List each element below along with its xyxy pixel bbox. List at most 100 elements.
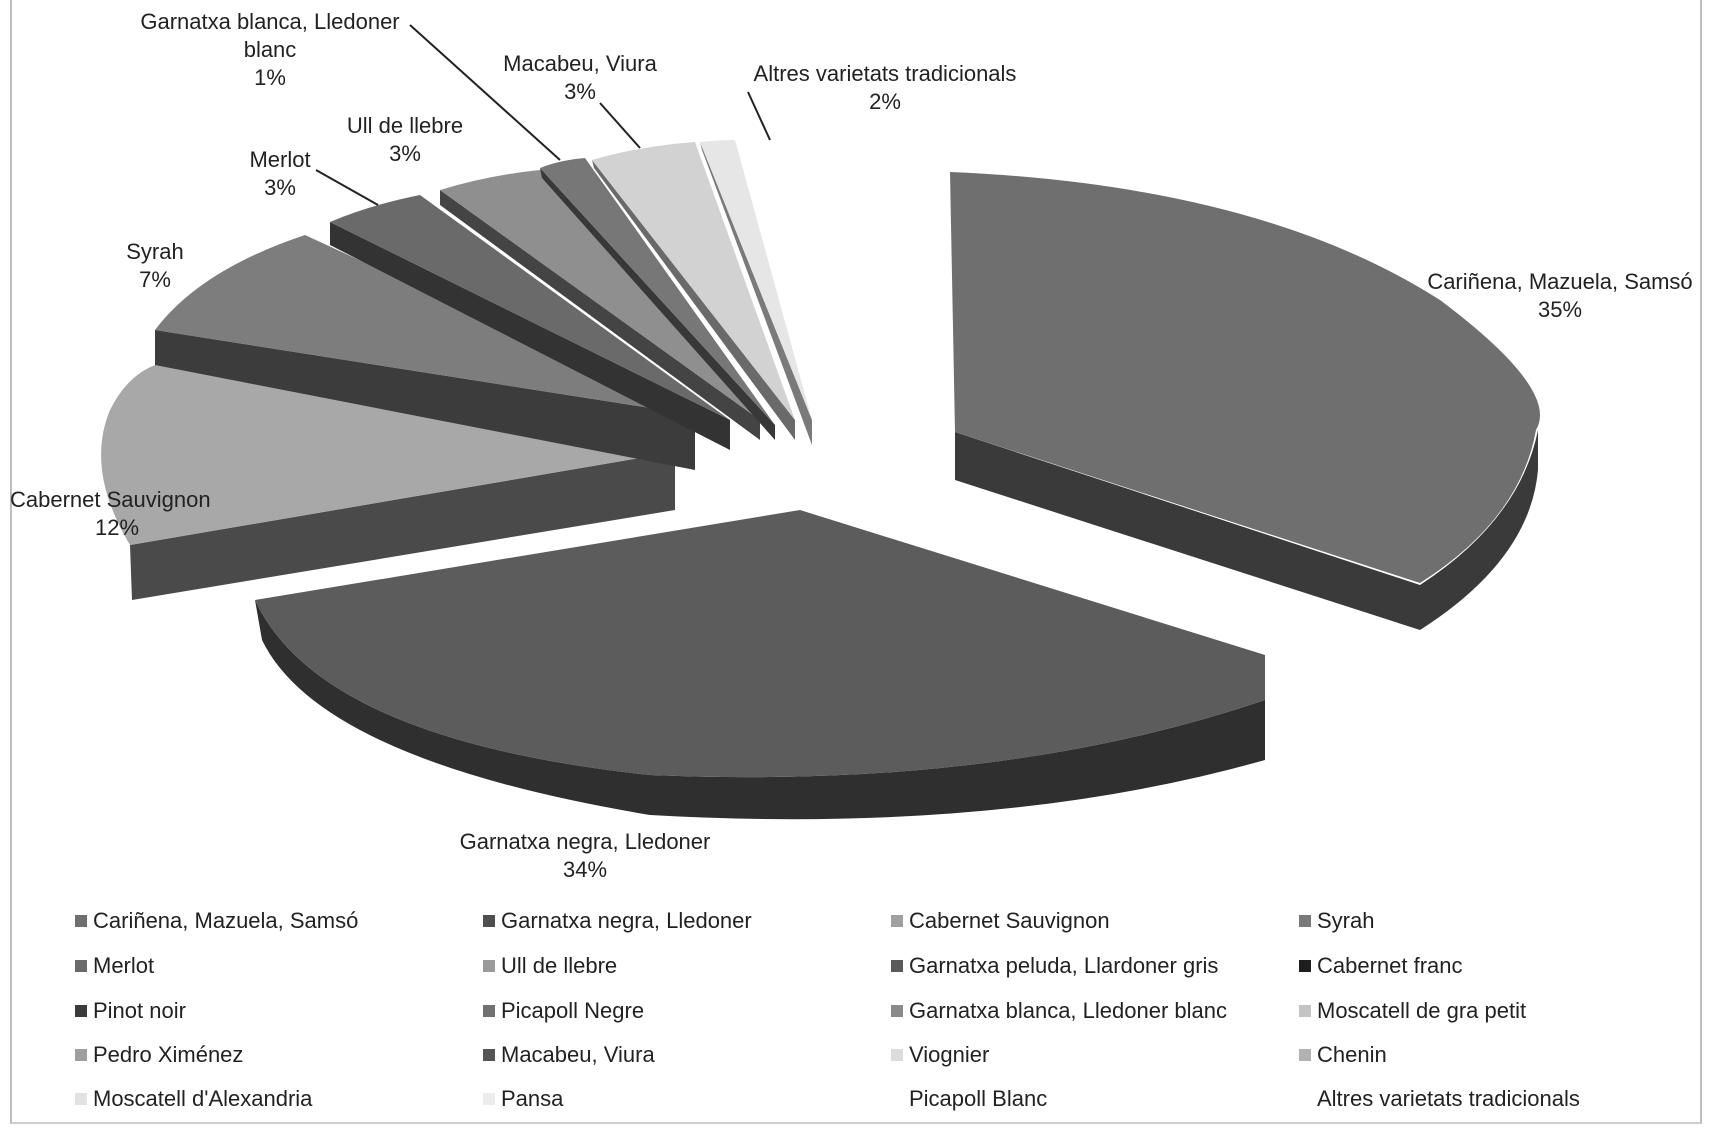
legend-label: Ull de llebre bbox=[501, 953, 618, 978]
label-syrah-name: Syrah bbox=[126, 239, 184, 264]
legend-swatch bbox=[483, 960, 495, 972]
leader-line-altres bbox=[747, 91, 771, 141]
slice-carinena-side bbox=[955, 430, 1538, 630]
legend-label: Merlot bbox=[93, 953, 155, 978]
legend-swatch bbox=[1299, 915, 1311, 927]
legend-item: Pansa bbox=[483, 1086, 563, 1112]
slice-garnatxa-blanca bbox=[540, 158, 775, 440]
slice-macabeu bbox=[592, 142, 795, 440]
slice-ull-de-llebre-top bbox=[440, 170, 760, 420]
label-altres-pct: 2% bbox=[869, 89, 901, 114]
label-carinena: Cariñena, Mazuela, Samsó 35% bbox=[1420, 268, 1700, 324]
legend-label: Cabernet Sauvignon bbox=[909, 908, 1110, 933]
legend-swatch bbox=[891, 1049, 903, 1061]
legend-swatch bbox=[891, 1093, 903, 1105]
legend-swatch bbox=[483, 915, 495, 927]
slice-cabernet-sauvignon-side bbox=[130, 452, 675, 600]
legend-swatch bbox=[75, 960, 87, 972]
label-cabernet-sauvignon-name: Cabernet Sauvignon bbox=[10, 487, 211, 512]
slice-macabeu-top bbox=[592, 142, 795, 420]
label-syrah-pct: 7% bbox=[139, 267, 171, 292]
legend-label: Pansa bbox=[501, 1086, 564, 1111]
legend-swatch bbox=[1299, 1093, 1311, 1105]
label-carinena-pct: 35% bbox=[1537, 297, 1583, 322]
label-garnatxa-blanca-pct: 1% bbox=[254, 65, 286, 90]
label-syrah: Syrah 7% bbox=[110, 238, 200, 294]
label-carinena-name: Cariñena, Mazuela, Samsó bbox=[1427, 269, 1693, 294]
legend-item: Chenin bbox=[1299, 1042, 1387, 1068]
slice-garnatxa-negra-top bbox=[255, 510, 1265, 778]
label-cabernet-sauvignon: Cabernet Sauvignon 12% bbox=[10, 486, 220, 542]
label-cabernet-sauvignon-pct: 12% bbox=[95, 515, 140, 540]
label-merlot-pct: 3% bbox=[264, 175, 296, 200]
label-garnatxa-blanca: Garnatxa blanca, Lledoner blanc 1% bbox=[130, 8, 410, 92]
slice-carinena-top bbox=[950, 172, 1540, 583]
label-macabeu-name: Macabeu, Viura bbox=[503, 51, 657, 76]
legend-swatch bbox=[75, 915, 87, 927]
legend-item: Merlot bbox=[75, 953, 154, 979]
slice-altres bbox=[700, 140, 812, 445]
slice-syrah-top bbox=[155, 235, 695, 415]
legend-swatch bbox=[891, 915, 903, 927]
legend-label: Altres varietats tradicionals bbox=[1317, 1086, 1580, 1111]
legend-label: Picapoll Blanc bbox=[909, 1086, 1048, 1111]
legend-item: Pinot noir bbox=[75, 998, 186, 1024]
legend-label: Moscatell d'Alexandria bbox=[93, 1086, 313, 1111]
slice-altres-top bbox=[700, 140, 812, 420]
slice-merlot-side bbox=[330, 222, 730, 450]
slice-cabernet-sauvignon bbox=[101, 362, 676, 600]
legend-item: Viognier bbox=[891, 1042, 989, 1068]
label-macabeu: Macabeu, Viura 3% bbox=[490, 50, 670, 106]
legend-item: Garnatxa negra, Lledoner bbox=[483, 908, 752, 934]
label-macabeu-pct: 3% bbox=[564, 79, 596, 104]
slice-syrah-side bbox=[155, 330, 695, 470]
label-ull-de-llebre-pct: 3% bbox=[389, 141, 421, 166]
label-garnatxa-negra-name: Garnatxa negra, Lledoner bbox=[459, 829, 711, 854]
legend-item: Picapoll Blanc bbox=[891, 1086, 1047, 1112]
legend-swatch bbox=[75, 1005, 87, 1017]
slice-merlot bbox=[330, 195, 730, 450]
legend-swatch bbox=[1299, 1049, 1311, 1061]
chart-frame bbox=[10, 0, 1702, 1124]
legend-item: Cabernet franc bbox=[1299, 953, 1463, 979]
slice-macabeu-side bbox=[592, 160, 795, 440]
legend-label: Chenin bbox=[1317, 1042, 1387, 1067]
legend-swatch bbox=[483, 1049, 495, 1061]
chart-legend: Cariñena, Mazuela, Samsó Garnatxa negra, … bbox=[75, 908, 1675, 1123]
legend-label: Moscatell de gra petit bbox=[1317, 998, 1527, 1023]
label-altres: Altres varietats tradicionals 2% bbox=[740, 60, 1030, 116]
legend-item: Syrah bbox=[1299, 908, 1374, 934]
leader-line-macabeu bbox=[599, 102, 641, 149]
legend-item: Picapoll Negre bbox=[483, 998, 644, 1024]
label-ull-de-llebre: Ull de llebre 3% bbox=[330, 112, 480, 168]
slice-garnatxa-negra-side bbox=[255, 600, 1265, 820]
legend-item: Ull de llebre bbox=[483, 953, 617, 979]
legend-label: Pinot noir bbox=[93, 998, 186, 1023]
legend-label: Garnatxa negra, Lledoner bbox=[501, 908, 752, 933]
legend-item: Moscatell de gra petit bbox=[1299, 998, 1526, 1024]
legend-swatch bbox=[1299, 1005, 1311, 1017]
slice-syrah bbox=[155, 235, 695, 470]
label-merlot-name: Merlot bbox=[249, 147, 311, 172]
legend-item: Macabeu, Viura bbox=[483, 1042, 655, 1068]
label-garnatxa-negra: Garnatxa negra, Lledoner 34% bbox=[440, 828, 730, 884]
label-garnatxa-negra-pct: 34% bbox=[562, 857, 608, 882]
slice-garnatxa-blanca-top bbox=[540, 158, 775, 425]
legend-label: Garnatxa blanca, Lledoner blanc bbox=[909, 998, 1227, 1023]
legend-swatch bbox=[483, 1093, 495, 1105]
label-garnatxa-blanca-line2: blanc bbox=[243, 37, 297, 62]
legend-swatch bbox=[891, 1005, 903, 1017]
slice-garnatxa-negra bbox=[255, 510, 1265, 820]
label-altres-name: Altres varietats tradicionals bbox=[753, 61, 1017, 86]
slice-ull-de-llebre bbox=[440, 170, 760, 440]
legend-label: Cariñena, Mazuela, Samsó bbox=[93, 908, 359, 933]
legend-item: Garnatxa blanca, Lledoner blanc bbox=[891, 998, 1227, 1024]
legend-item: Cabernet Sauvignon bbox=[891, 908, 1110, 934]
legend-label: Viognier bbox=[909, 1042, 990, 1067]
legend-swatch bbox=[1299, 960, 1311, 972]
slice-cabernet-sauvignon-top bbox=[101, 362, 676, 545]
legend-item: Altres varietats tradicionals bbox=[1299, 1086, 1580, 1112]
slice-altres-side bbox=[700, 142, 812, 445]
legend-swatch bbox=[891, 960, 903, 972]
